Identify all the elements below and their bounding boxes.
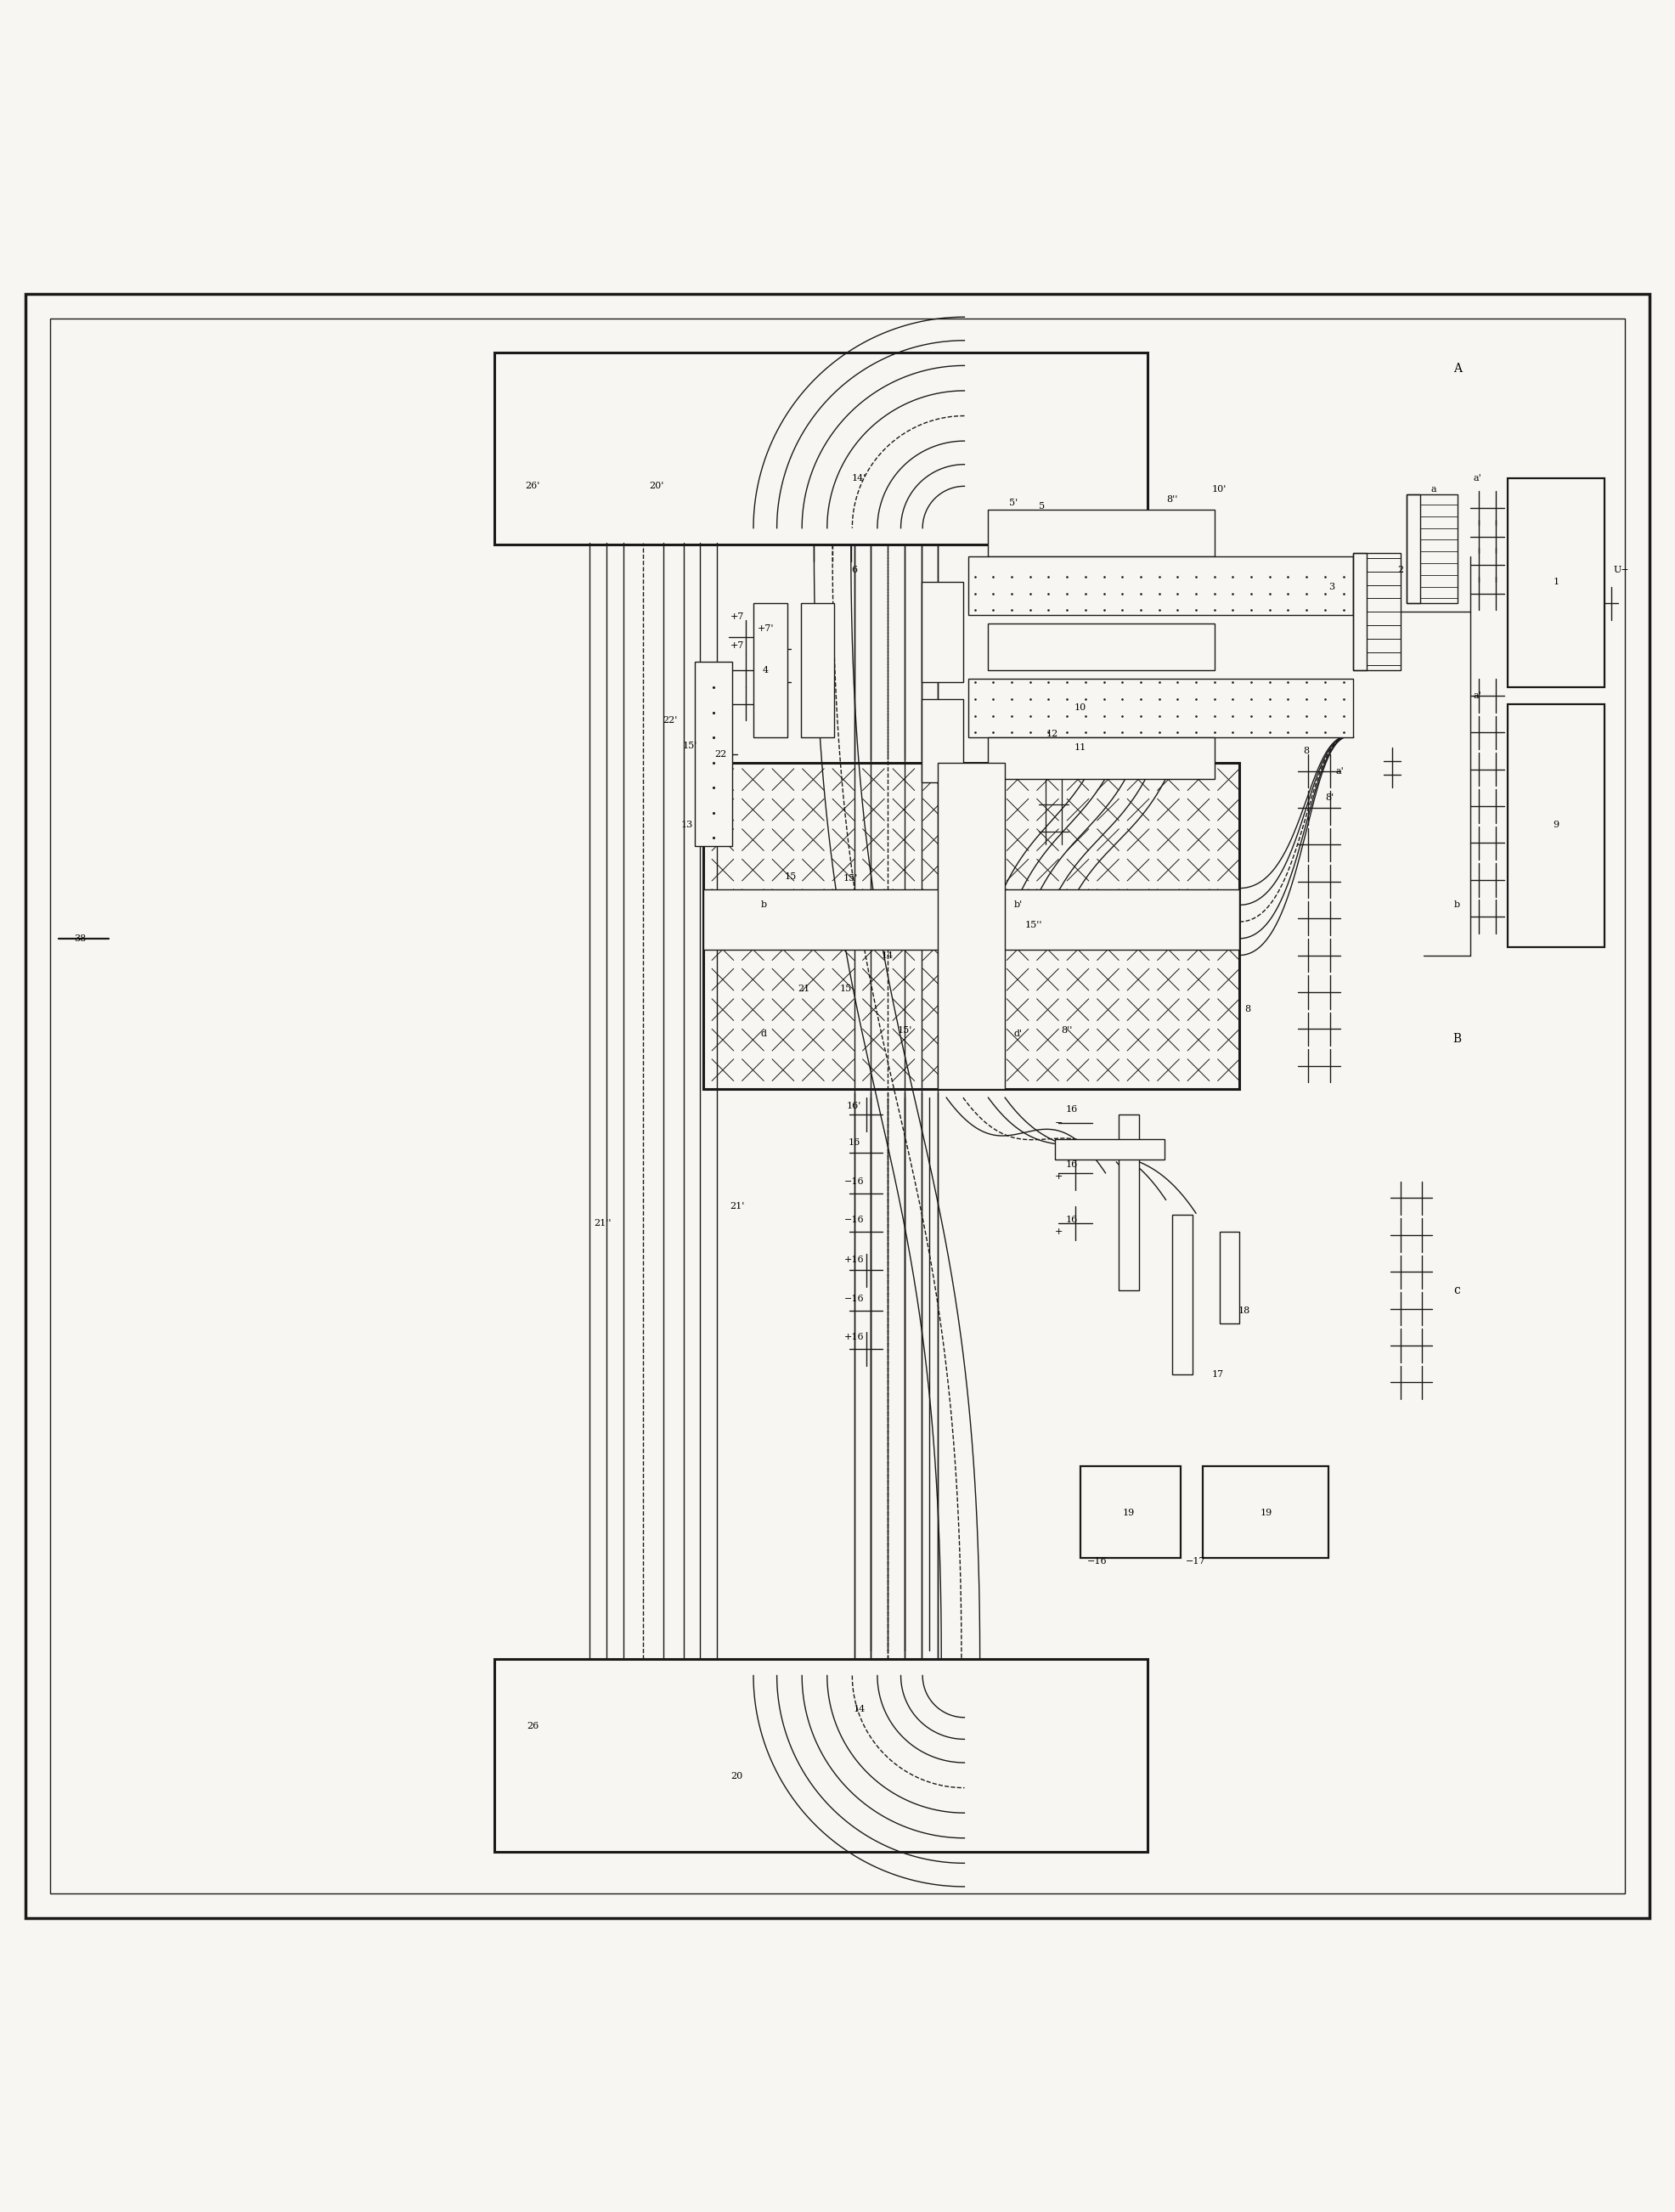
Text: 11: 11 [1074,743,1087,752]
Text: a': a' [1474,473,1481,482]
Text: +: + [1055,1172,1062,1181]
Text: 14': 14' [853,473,866,482]
Bar [1119,1115,1139,1290]
Text: d: d [760,1031,767,1037]
Text: d': d' [1013,1031,1023,1037]
Bar [988,737,1214,779]
Text: 17: 17 [1211,1369,1224,1378]
Text: 22': 22' [663,717,677,726]
Text: 3: 3 [1328,582,1335,591]
Text: b: b [760,900,767,909]
Bar [1407,495,1457,604]
Text: 18: 18 [1238,1305,1251,1314]
Text: −16: −16 [844,1294,864,1303]
Bar [801,604,834,737]
Text: −17: −17 [1186,1557,1206,1566]
Text: 15': 15' [683,741,697,750]
Bar [1353,553,1367,670]
Text: 16: 16 [848,1139,861,1148]
Text: 5': 5' [1008,498,1018,507]
Bar [1507,703,1605,947]
Text: 5: 5 [1038,502,1045,511]
Text: 16': 16' [848,1102,861,1110]
Bar [921,582,963,681]
Bar [988,509,1214,557]
Bar [1353,553,1400,670]
Text: 26: 26 [526,1721,539,1730]
Bar [494,352,1147,544]
Text: 14: 14 [881,951,894,960]
Text: 20: 20 [730,1772,744,1781]
Bar [704,889,1240,949]
Text: −16: −16 [844,1177,864,1186]
Text: 19: 19 [1260,1509,1273,1517]
Text: +: + [1055,1228,1062,1237]
Text: +16: +16 [844,1256,864,1265]
Text: 15'': 15'' [1025,920,1042,929]
Text: 15': 15' [844,874,858,883]
Bar [988,624,1214,670]
Bar [1203,1467,1328,1557]
Text: 26': 26' [526,482,539,491]
Text: 8: 8 [1245,1004,1251,1013]
Bar [1172,1214,1193,1374]
Text: 19: 19 [1122,1509,1136,1517]
Text: 4: 4 [762,666,769,675]
Text: 21'': 21'' [595,1219,611,1228]
Text: 16: 16 [1065,1161,1079,1168]
Text: 8'': 8'' [1167,495,1178,504]
Bar [921,699,963,783]
Bar [938,763,1005,1088]
Bar [1407,495,1420,604]
Text: U−: U− [1613,566,1630,575]
Text: 16: 16 [1065,1106,1079,1113]
Text: 10': 10' [1213,484,1226,493]
Text: 2: 2 [1397,566,1404,575]
Bar [1055,1139,1164,1159]
Bar [494,1659,1147,1851]
Text: 9: 9 [1553,821,1559,830]
Bar [695,661,732,847]
Bar [1219,1232,1240,1323]
Text: −: − [1055,1119,1062,1126]
Bar [754,604,787,737]
Bar [1507,478,1605,688]
Bar [968,557,1353,615]
Text: 15': 15' [898,1026,911,1035]
Text: 38: 38 [74,933,87,942]
Text: 15: 15 [784,872,797,880]
Text: 15: 15 [839,984,853,993]
Bar [1080,1467,1181,1557]
Text: a: a [1430,484,1437,493]
Text: 13: 13 [680,821,693,830]
Text: b': b' [1013,900,1023,909]
Text: 22: 22 [714,750,727,759]
Text: A: A [1452,363,1462,374]
Text: 21': 21' [730,1203,744,1210]
Text: 12: 12 [1045,730,1059,739]
Text: +7: +7 [730,613,744,622]
Text: a': a' [1337,768,1343,774]
Text: −16: −16 [844,1217,864,1223]
Text: 8': 8' [1325,794,1335,803]
Text: B: B [1452,1033,1462,1044]
Text: −16: −16 [1087,1557,1107,1566]
Text: 6: 6 [851,566,858,575]
Text: +7: +7 [730,641,744,650]
Bar [704,763,1240,1088]
Text: 16: 16 [1065,1217,1079,1223]
Text: +16: +16 [844,1334,864,1340]
Text: 14: 14 [853,1705,866,1714]
Text: a': a' [1474,692,1481,699]
Text: 8'': 8'' [1062,1026,1072,1035]
Text: 20': 20' [650,482,663,491]
Text: c: c [1454,1285,1461,1296]
Text: 10: 10 [1074,703,1087,712]
Text: +7': +7' [757,624,774,633]
Text: 21: 21 [797,984,811,993]
Text: 1: 1 [1553,577,1559,586]
Text: b: b [1454,900,1461,909]
Bar [968,679,1353,737]
Text: 8: 8 [1303,748,1310,754]
